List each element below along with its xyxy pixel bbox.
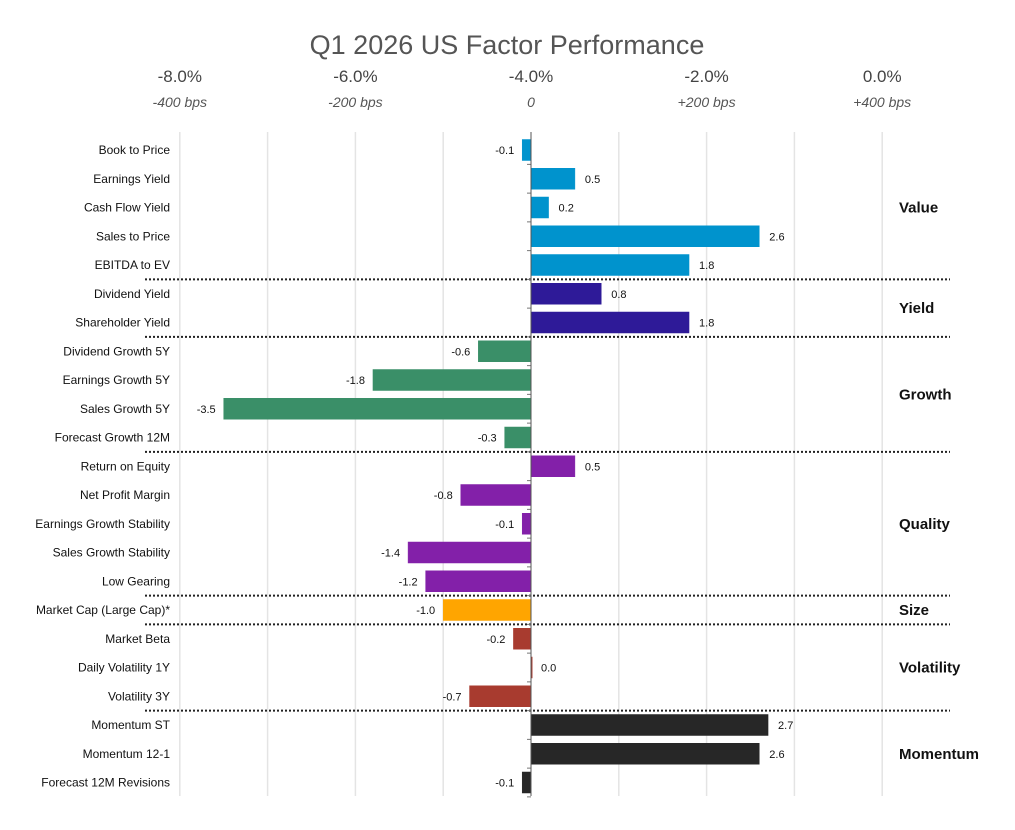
group-label: Value bbox=[899, 200, 938, 217]
value-label: 0.0 bbox=[541, 663, 556, 675]
value-label: 0.2 bbox=[559, 203, 574, 215]
value-label: -3.5 bbox=[197, 404, 216, 416]
group-label: Volatility bbox=[899, 660, 961, 677]
value-label: -0.1 bbox=[495, 519, 514, 531]
factor-label: EBITDA to EV bbox=[95, 258, 170, 272]
bar bbox=[530, 714, 769, 736]
bar bbox=[530, 743, 760, 765]
value-label: -0.3 bbox=[478, 433, 497, 445]
factor-label: Forecast Growth 12M bbox=[55, 431, 170, 445]
factor-label: Cash Flow Yield bbox=[84, 201, 170, 215]
factor-label: Earnings Yield bbox=[93, 172, 170, 186]
factor-label: Sales Growth 5Y bbox=[80, 402, 170, 416]
top-axis-bps-label: 0 bbox=[527, 94, 535, 110]
bar bbox=[530, 196, 549, 219]
factor-label: Sales Growth Stability bbox=[53, 546, 170, 560]
top-axis-pct-label: -4.0% bbox=[509, 67, 553, 86]
value-label: 2.6 bbox=[769, 749, 784, 761]
value-label: 0.5 bbox=[585, 461, 600, 473]
bar bbox=[521, 139, 532, 161]
factor-label: Low Gearing bbox=[102, 574, 170, 588]
top-axis-pct-label: -2.0% bbox=[684, 67, 728, 86]
factor-label: Volatility 3Y bbox=[108, 689, 170, 703]
value-label: 1.8 bbox=[699, 318, 714, 330]
bar bbox=[372, 369, 532, 391]
bar bbox=[530, 455, 576, 477]
bar bbox=[530, 283, 602, 305]
factor-label: Shareholder Yield bbox=[75, 316, 170, 330]
value-label: -1.8 bbox=[346, 375, 365, 387]
group-label: Growth bbox=[899, 386, 952, 403]
group-labels: Value Yield Growth Quality Size Volatility Mom… bbox=[899, 200, 979, 763]
factor-label: Net Profit Margin bbox=[80, 488, 170, 502]
top-axis: -8.0% -400 bps -6.0% -200 bps -4.0% 0 -2.0% +20… bbox=[153, 67, 912, 110]
group-separators bbox=[145, 278, 950, 712]
group-label: Quality bbox=[899, 516, 951, 533]
bar bbox=[530, 311, 690, 334]
bar bbox=[469, 685, 532, 707]
bars bbox=[223, 139, 769, 798]
value-label: -1.2 bbox=[399, 576, 418, 588]
value-label: -1.4 bbox=[381, 548, 400, 560]
bar bbox=[521, 513, 532, 535]
group-label: Momentum bbox=[899, 746, 979, 763]
factor-label: Momentum ST bbox=[91, 718, 170, 732]
bar bbox=[521, 771, 532, 794]
value-label: -1.0 bbox=[416, 605, 435, 617]
factor-label: Book to Price bbox=[99, 143, 171, 157]
factor-labels: Book to Price Earnings Yield Cash Flow Yie… bbox=[35, 143, 170, 790]
value-label: 0.8 bbox=[611, 289, 626, 301]
top-axis-bps-label: +200 bps bbox=[678, 94, 736, 110]
bar bbox=[530, 254, 690, 276]
group-label: Size bbox=[899, 602, 929, 619]
factor-label: Market Cap (Large Cap)* bbox=[36, 603, 170, 617]
factor-label: Earnings Growth Stability bbox=[35, 517, 170, 531]
bar bbox=[478, 340, 532, 362]
group-label: Yield bbox=[899, 300, 934, 317]
top-axis-bps-label: -400 bps bbox=[153, 94, 207, 110]
bar bbox=[442, 599, 532, 621]
bar bbox=[425, 570, 532, 592]
value-label: -0.1 bbox=[495, 778, 514, 790]
value-label: -0.2 bbox=[486, 634, 505, 646]
bar bbox=[530, 225, 760, 247]
value-label: 2.7 bbox=[778, 720, 793, 732]
value-labels: -0.1 0.5 0.2 2.6 1.8 0.8 1.8 -0.6 -1.8 -3.5 -0.3 0.… bbox=[197, 145, 794, 790]
value-label: -0.1 bbox=[495, 145, 514, 157]
factor-label: Market Beta bbox=[105, 632, 170, 646]
bar bbox=[460, 484, 532, 506]
factor-label: Daily Volatility 1Y bbox=[78, 661, 170, 675]
chart-title: Q1 2026 US Factor Performance bbox=[310, 30, 705, 60]
bar bbox=[504, 426, 532, 449]
value-label: -0.7 bbox=[443, 691, 462, 703]
factor-label: Return on Equity bbox=[81, 459, 170, 473]
bar bbox=[407, 541, 532, 564]
top-axis-bps-label: -200 bps bbox=[328, 94, 382, 110]
bar bbox=[223, 398, 532, 420]
top-axis-pct-label: -6.0% bbox=[333, 67, 377, 86]
value-label: 1.8 bbox=[699, 260, 714, 272]
factor-label: Dividend Yield bbox=[94, 287, 170, 301]
factor-label: Dividend Growth 5Y bbox=[63, 344, 170, 358]
value-label: -0.8 bbox=[434, 490, 453, 502]
bar bbox=[530, 168, 576, 190]
top-axis-pct-label: -8.0% bbox=[158, 67, 202, 86]
factor-label: Forecast 12M Revisions bbox=[41, 776, 170, 790]
value-label: 0.5 bbox=[585, 174, 600, 186]
factor-label: Sales to Price bbox=[96, 229, 170, 243]
bar bbox=[513, 628, 532, 650]
factor-label: Momentum 12-1 bbox=[83, 747, 171, 761]
top-axis-pct-label: 0.0% bbox=[863, 67, 902, 86]
factor-label: Earnings Growth 5Y bbox=[63, 373, 170, 387]
value-label: 2.6 bbox=[769, 231, 784, 243]
value-label: -0.6 bbox=[451, 346, 470, 358]
top-axis-bps-label: +400 bps bbox=[853, 94, 911, 110]
